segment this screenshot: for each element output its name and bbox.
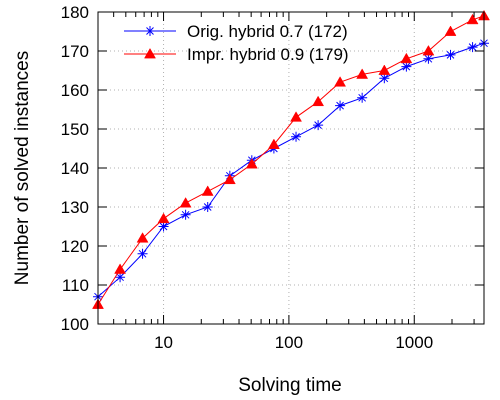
y-tick-label: 150 [61, 120, 89, 139]
data-point [312, 95, 325, 107]
legend-marker-symbol [145, 26, 155, 36]
y-tick-label: 120 [61, 237, 89, 256]
data-point [422, 44, 435, 56]
series-layer [92, 9, 490, 309]
x-tick-label: 100 [275, 333, 303, 352]
x-tick-label: 1000 [395, 333, 433, 352]
data-point [356, 68, 369, 79]
data-point [179, 197, 192, 208]
data-point [267, 138, 280, 149]
data-point [201, 185, 214, 196]
series-line-0 [97, 42, 485, 298]
legend-entry-impr: Impr. hybrid 0.9 (179) [124, 45, 349, 64]
legend-marker-impr [144, 47, 156, 59]
y-tick-label: 110 [62, 276, 89, 295]
legend-label-orig: Orig. hybrid 0.7 (172) [187, 22, 348, 41]
data-point [423, 53, 434, 64]
series-0 [93, 38, 489, 302]
data-point [467, 42, 478, 53]
data-point [202, 202, 213, 212]
series-1 [92, 9, 490, 309]
data-point [180, 209, 191, 220]
ticks [97, 11, 484, 325]
y-tick-label: 140 [61, 159, 89, 178]
tick-labels: 10 100 1000 100 110 120 130 140 150 160 170 180 [61, 3, 434, 352]
y-tick-label: 170 [61, 42, 89, 61]
data-point [114, 263, 127, 274]
data-point [115, 272, 126, 283]
data-point [158, 221, 169, 232]
data-point [157, 212, 170, 224]
data-point [445, 49, 456, 60]
data-point [334, 76, 347, 87]
data-point [444, 25, 457, 36]
data-point [401, 61, 412, 72]
data-point [357, 92, 368, 103]
x-axis-label: Solving time [238, 375, 342, 396]
data-point [378, 64, 391, 75]
legend-marker-symbol [144, 47, 156, 59]
y-axis-label: Number of solved instances [12, 51, 33, 285]
legend-marker-orig [145, 26, 155, 36]
legend: Orig. hybrid 0.7 (172) Impr. hybrid 0.9 … [124, 22, 349, 64]
data-point [291, 131, 302, 142]
data-point [136, 232, 149, 243]
y-tick-label: 160 [61, 81, 89, 100]
data-point [335, 100, 346, 111]
data-point [290, 111, 302, 122]
data-point [245, 158, 258, 169]
data-point [313, 120, 324, 131]
data-point [400, 52, 413, 64]
legend-entry-orig: Orig. hybrid 0.7 (172) [124, 22, 348, 41]
data-point [379, 73, 390, 84]
x-tick-label: 10 [154, 333, 173, 352]
y-tick-label: 100 [61, 315, 89, 334]
data-point [466, 13, 479, 25]
legend-label-impr: Impr. hybrid 0.9 (179) [187, 45, 349, 64]
data-point [137, 248, 148, 259]
y-tick-label: 180 [61, 3, 89, 22]
data-point [223, 173, 236, 185]
y-tick-label: 130 [61, 198, 89, 217]
